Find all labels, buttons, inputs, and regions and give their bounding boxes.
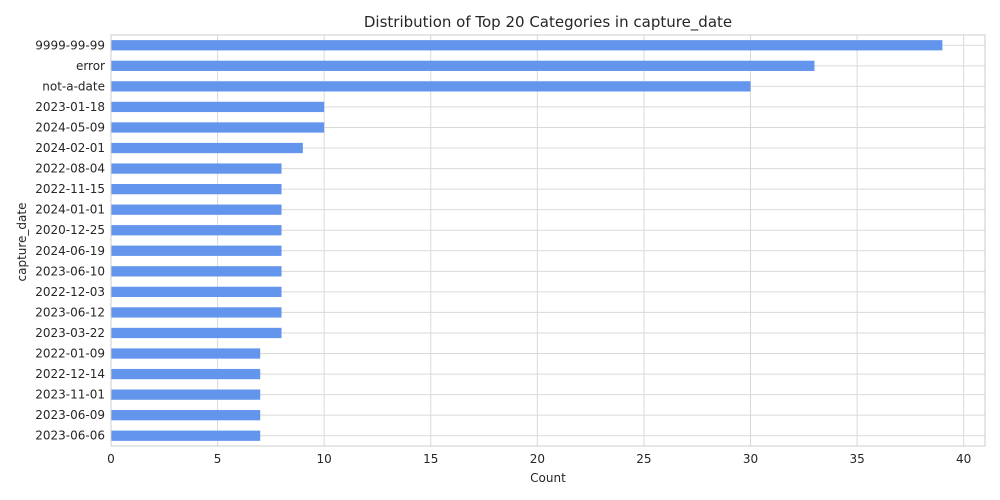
x-tick-label: 40 [956,452,971,466]
y-tick-label: 2024-05-09 [35,120,105,134]
y-tick-label: 2023-06-06 [35,429,105,443]
bar [111,60,815,71]
bar [111,286,282,298]
bars [111,40,943,441]
bar [111,40,943,51]
x-tick-label: 25 [636,452,651,466]
bar [111,204,282,215]
bar [111,245,282,256]
bar [111,430,261,441]
bar [111,368,261,380]
bar [111,410,261,421]
y-tick-label: 2022-08-04 [35,162,105,176]
chart-title: Distribution of Top 20 Categories in cap… [364,13,732,32]
x-tick-label: 20 [530,452,545,466]
y-tick-label: 2023-11-01 [35,388,105,402]
bar [111,122,325,133]
x-tick-label: 15 [423,452,438,466]
x-tick-label: 35 [849,452,864,466]
y-tick-label: 2022-01-09 [35,347,105,361]
bar [111,225,282,236]
y-tick-label: 2023-06-10 [35,264,105,278]
bar [111,163,282,174]
y-tick-label: 2024-06-19 [35,244,105,258]
y-tick-label: 9999-99-99 [35,38,105,52]
y-tick-label: 2022-11-15 [35,182,105,196]
x-tick-label: 0 [107,452,115,466]
bar [111,183,282,195]
bar [111,389,261,400]
bar [111,81,751,92]
bar [111,266,282,277]
x-tick-label: 10 [317,452,332,466]
y-tick-label: 2024-01-01 [35,203,105,217]
plot-frame [110,34,986,447]
x-tick-labels: 0 5 10 15 20 25 30 35 40 [107,452,971,466]
y-tick-label: 2024-02-01 [35,141,105,155]
y-tick-label: 2023-03-22 [35,326,105,340]
y-tick-label: 2020-12-25 [35,223,105,237]
bar [111,327,282,339]
x-tick-label: 30 [743,452,758,466]
bar [111,142,303,154]
bar [111,101,325,113]
y-tick-label: not-a-date [42,79,105,93]
x-tick-label: 5 [214,452,222,466]
y-axis-label: capture_date [15,203,29,282]
x-axis-label: Count [530,471,566,485]
bar [111,307,282,318]
bar [111,348,261,359]
y-tick-labels: 9999-99-99 error not-a-date 2023-01-18 2024-… [35,38,105,442]
y-tick-label: 2022-12-14 [35,367,105,381]
y-tick-label: 2023-06-09 [35,408,105,422]
y-tick-label: 2023-01-18 [35,100,105,114]
y-tick-label: 2022-12-03 [35,285,105,299]
y-tick-label: error [76,59,105,73]
y-tick-label: 2023-06-12 [35,305,105,319]
